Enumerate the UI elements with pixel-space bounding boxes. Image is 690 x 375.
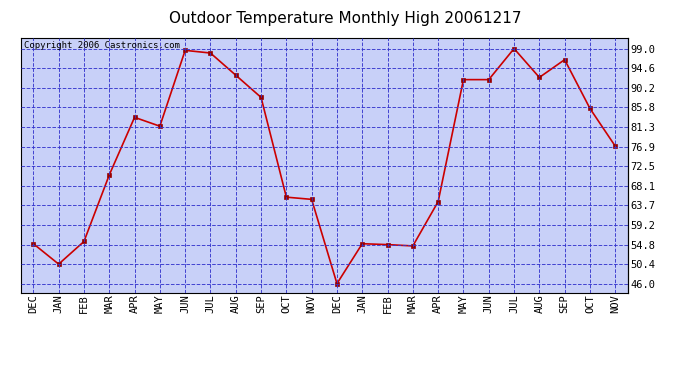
Text: Copyright 2006 Castronics.com: Copyright 2006 Castronics.com: [23, 41, 179, 50]
Text: Outdoor Temperature Monthly High 20061217: Outdoor Temperature Monthly High 2006121…: [169, 11, 521, 26]
